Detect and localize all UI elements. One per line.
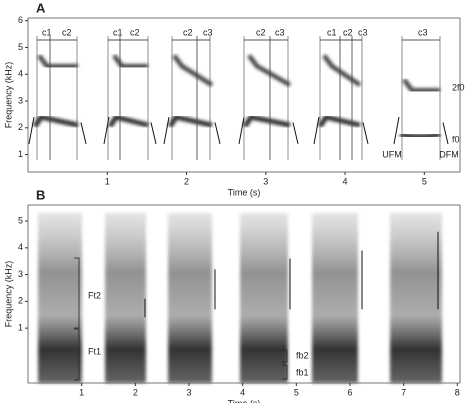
- annotation: c2: [62, 27, 72, 37]
- x-tick-label: 5: [294, 387, 299, 397]
- annotation: c1: [42, 27, 52, 37]
- annotation: c2: [183, 27, 193, 37]
- x-tick-label: 4: [240, 387, 245, 397]
- arrow-down: [80, 122, 87, 144]
- spectrogram: [38, 213, 442, 383]
- y-axis-title: Frequency (kHz): [3, 261, 13, 328]
- bracket: [74, 328, 80, 381]
- arrow-down: [214, 122, 221, 144]
- harmonic-trace: [402, 78, 440, 93]
- y-tick-label: 3: [18, 269, 23, 279]
- harmonic-trace: [247, 54, 292, 87]
- arrow-up: [163, 117, 170, 144]
- annotation: f0: [452, 134, 460, 144]
- y-tick-label: 1: [18, 323, 23, 333]
- y-tick-label: 3: [18, 95, 23, 105]
- arrow-up: [28, 117, 35, 144]
- x-tick-label: 2: [184, 176, 189, 186]
- arrow-down: [442, 122, 449, 144]
- x-tick-label: 3: [186, 387, 191, 397]
- x-tick-label: 1: [79, 387, 84, 397]
- x-tick-label: 3: [263, 176, 268, 186]
- harmonic-trace: [322, 54, 362, 87]
- arrow-down: [292, 122, 299, 144]
- annotation: fb2: [296, 350, 309, 360]
- arrow-down: [362, 122, 369, 144]
- annotation: c2: [343, 27, 353, 37]
- x-tick-label: 6: [347, 387, 352, 397]
- panel-label: B: [36, 187, 45, 202]
- arrow-up: [313, 117, 320, 144]
- y-tick-label: 2: [18, 296, 23, 306]
- f0-trace: [107, 114, 149, 128]
- arrow-up: [238, 117, 245, 144]
- y-tick-label: 4: [18, 69, 23, 79]
- annotation: c1: [113, 27, 123, 37]
- harmonic-trace: [172, 54, 214, 87]
- y-tick-label: 5: [18, 42, 23, 52]
- panel-label: A: [36, 0, 46, 15]
- annotation: Ft1: [88, 346, 101, 356]
- annotation: c3: [418, 27, 428, 37]
- x-tick-label: 8: [455, 387, 460, 397]
- syllable-spectrum: [38, 213, 82, 383]
- f0-trace: [242, 114, 291, 128]
- annotation: c2: [256, 27, 266, 37]
- syllable-spectrum: [312, 213, 358, 383]
- y-tick-label: 2: [18, 122, 23, 132]
- syllable-spectrum: [390, 213, 442, 383]
- annotation: c3: [275, 27, 285, 37]
- x-tick-label: 4: [343, 176, 348, 186]
- annotation: c1: [327, 27, 337, 37]
- annotation: c3: [358, 27, 368, 37]
- y-tick-label: 6: [18, 15, 23, 25]
- annotation: 2f0: [452, 82, 465, 92]
- annotation: Ft2: [88, 290, 101, 300]
- harmonic-trace: [37, 54, 78, 69]
- x-tick-label: 5: [422, 176, 427, 186]
- x-tick-label: 2: [133, 387, 138, 397]
- arrow-down: [150, 122, 157, 144]
- syllable-spectrum: [105, 213, 146, 383]
- bracket: [282, 349, 288, 363]
- annotation: c2: [130, 27, 140, 37]
- f0-trace: [317, 114, 361, 128]
- annotation: DFM: [439, 149, 459, 159]
- y-axis-title: Frequency (kHz): [3, 62, 13, 129]
- y-tick-label: 1: [18, 149, 23, 159]
- x-tick-label: 1: [105, 176, 110, 186]
- y-tick-label: 5: [18, 215, 23, 225]
- annotation: c3: [203, 27, 213, 37]
- annotation: UFM: [382, 149, 402, 159]
- f0-trace: [399, 132, 441, 140]
- y-tick-label: 4: [18, 242, 23, 252]
- x-axis-title: Time (s): [228, 187, 261, 197]
- bracket: [74, 257, 80, 329]
- arrow-up: [393, 117, 400, 144]
- harmonic-trace: [112, 54, 148, 69]
- annotation: fb1: [296, 367, 309, 377]
- bracket: [282, 364, 288, 380]
- syllable-spectrum: [240, 213, 288, 383]
- x-axis-title: Time (s): [228, 398, 261, 403]
- syllable-spectrum: [168, 213, 212, 383]
- spectrogram: [28, 36, 449, 160]
- x-tick-label: 7: [401, 387, 406, 397]
